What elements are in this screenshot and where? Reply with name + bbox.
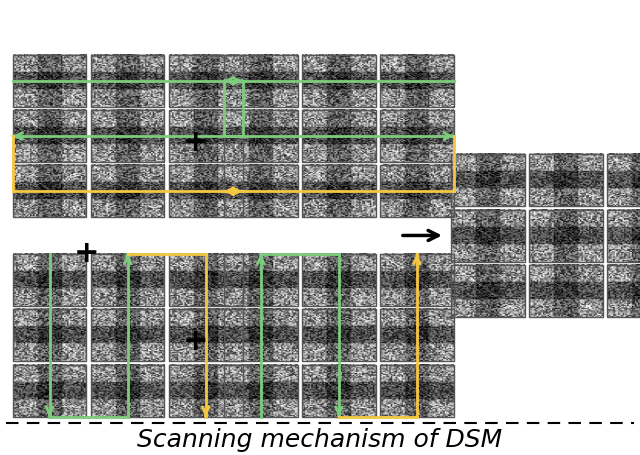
Bar — [224, 309, 298, 361]
Bar — [302, 364, 376, 417]
Bar — [13, 364, 86, 417]
Bar — [91, 309, 164, 361]
Bar — [224, 364, 298, 417]
Bar — [169, 55, 243, 107]
Bar — [91, 110, 164, 162]
Bar — [13, 165, 86, 217]
Text: Scanning mechanism of DSM: Scanning mechanism of DSM — [138, 428, 502, 452]
Bar — [607, 265, 640, 317]
Bar — [91, 55, 164, 107]
Bar — [91, 254, 164, 306]
Bar — [224, 55, 298, 107]
Bar — [224, 165, 298, 217]
Bar — [169, 110, 243, 162]
Bar — [302, 55, 376, 107]
Bar — [529, 265, 603, 317]
Bar — [91, 165, 164, 217]
Bar — [169, 254, 243, 306]
Bar — [451, 210, 525, 262]
Bar — [224, 110, 298, 162]
Bar — [91, 364, 164, 417]
Bar — [529, 210, 603, 262]
Bar — [224, 254, 298, 306]
Bar — [302, 309, 376, 361]
Bar — [451, 154, 525, 207]
Bar — [380, 165, 454, 217]
Bar — [13, 110, 86, 162]
Bar — [13, 309, 86, 361]
Bar — [380, 364, 454, 417]
Bar — [529, 154, 603, 207]
Bar — [451, 265, 525, 317]
Bar — [607, 210, 640, 262]
Text: +: + — [182, 327, 208, 356]
Bar — [380, 110, 454, 162]
Bar — [13, 55, 86, 107]
Bar — [302, 254, 376, 306]
Bar — [302, 165, 376, 217]
Bar — [302, 110, 376, 162]
Text: +: + — [74, 239, 99, 268]
Bar — [169, 364, 243, 417]
Bar — [380, 55, 454, 107]
Bar — [380, 254, 454, 306]
Bar — [607, 154, 640, 207]
Bar — [380, 309, 454, 361]
Bar — [169, 165, 243, 217]
Bar — [169, 309, 243, 361]
Bar — [13, 254, 86, 306]
Text: +: + — [182, 128, 208, 157]
